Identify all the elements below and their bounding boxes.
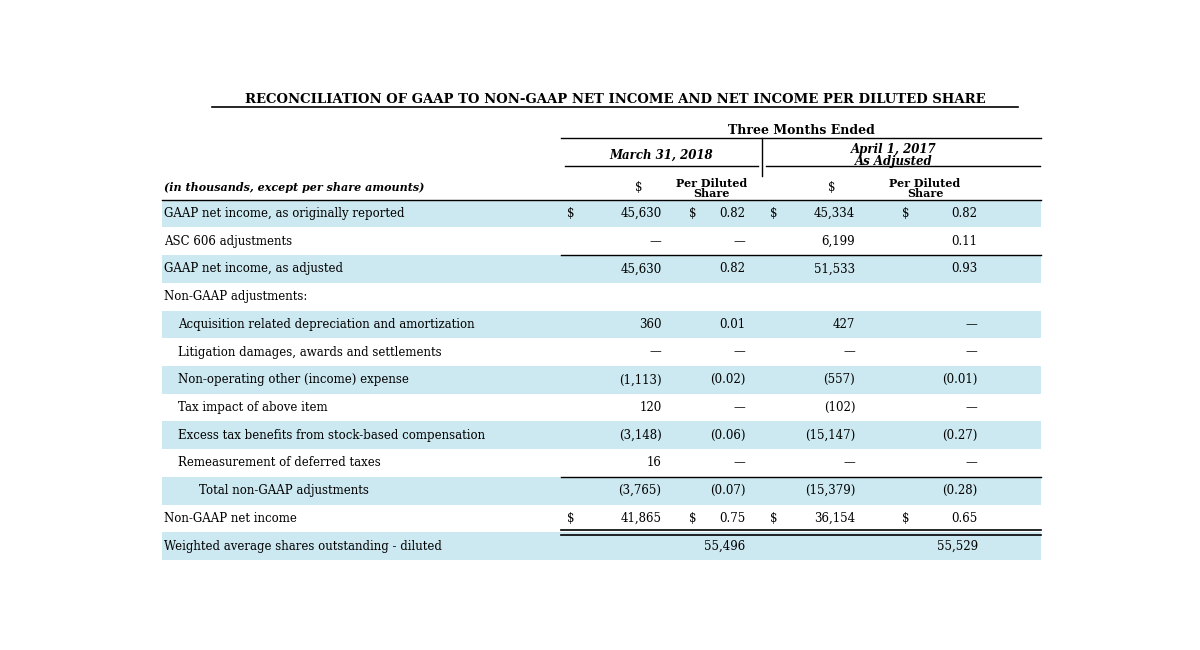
Text: $: $ <box>901 207 910 220</box>
Text: 360: 360 <box>640 318 661 331</box>
Text: GAAP net income, as originally reported: GAAP net income, as originally reported <box>164 207 404 220</box>
Text: 45,630: 45,630 <box>620 263 661 276</box>
Text: —: — <box>733 456 745 469</box>
Text: $: $ <box>566 512 575 525</box>
Text: Weighted average shares outstanding - diluted: Weighted average shares outstanding - di… <box>164 540 442 552</box>
Text: 41,865: 41,865 <box>620 512 661 525</box>
Text: 427: 427 <box>833 318 856 331</box>
Bar <box>162 200 1042 227</box>
Text: Litigation damages, awards and settlements: Litigation damages, awards and settlemen… <box>178 346 442 359</box>
Text: Tax impact of above item: Tax impact of above item <box>178 401 328 414</box>
Bar <box>162 421 1042 449</box>
Text: —: — <box>966 456 978 469</box>
Text: 55,529: 55,529 <box>936 540 978 552</box>
Text: Per Diluted: Per Diluted <box>677 178 748 189</box>
Text: —: — <box>966 401 978 414</box>
Text: —: — <box>733 401 745 414</box>
Text: $: $ <box>770 512 778 525</box>
Text: —: — <box>733 346 745 359</box>
Bar <box>162 338 1042 366</box>
Bar <box>162 366 1042 394</box>
Bar <box>162 394 1042 421</box>
Text: (15,147): (15,147) <box>805 429 856 442</box>
Text: 45,630: 45,630 <box>620 207 661 220</box>
Text: (3,765): (3,765) <box>618 484 661 497</box>
Text: (1,113): (1,113) <box>619 373 661 386</box>
Text: Non-GAAP net income: Non-GAAP net income <box>164 512 296 525</box>
Text: April 1, 2017: April 1, 2017 <box>851 143 937 156</box>
Bar <box>162 311 1042 338</box>
Text: (0.07): (0.07) <box>709 484 745 497</box>
Text: —: — <box>966 346 978 359</box>
Text: Acquisition related depreciation and amortization: Acquisition related depreciation and amo… <box>178 318 474 331</box>
Text: Per Diluted: Per Diluted <box>889 178 961 189</box>
Text: Remeasurement of deferred taxes: Remeasurement of deferred taxes <box>178 456 380 469</box>
Bar <box>162 504 1042 532</box>
Text: GAAP net income, as adjusted: GAAP net income, as adjusted <box>164 263 343 276</box>
Text: Three Months Ended: Three Months Ended <box>727 124 875 137</box>
Bar <box>162 532 1042 560</box>
Text: Non-GAAP adjustments:: Non-GAAP adjustments: <box>164 290 307 303</box>
Text: (0.28): (0.28) <box>942 484 978 497</box>
Bar <box>162 449 1042 477</box>
Text: 55,496: 55,496 <box>704 540 745 552</box>
Bar <box>162 227 1042 255</box>
Text: 0.11: 0.11 <box>952 235 978 248</box>
Text: $: $ <box>770 207 778 220</box>
Text: —: — <box>649 235 661 248</box>
Text: 120: 120 <box>640 401 661 414</box>
Text: Share: Share <box>694 188 730 200</box>
Text: (3,148): (3,148) <box>619 429 661 442</box>
Text: 0.82: 0.82 <box>719 263 745 276</box>
Text: —: — <box>649 346 661 359</box>
Text: RECONCILIATION OF GAAP TO NON-GAAP NET INCOME AND NET INCOME PER DILUTED SHARE: RECONCILIATION OF GAAP TO NON-GAAP NET I… <box>245 93 985 106</box>
Text: 16: 16 <box>647 456 661 469</box>
Text: $: $ <box>828 181 835 194</box>
Text: (0.27): (0.27) <box>942 429 978 442</box>
Text: $: $ <box>901 512 910 525</box>
Text: $: $ <box>566 207 575 220</box>
Text: 51,533: 51,533 <box>814 263 856 276</box>
Text: $: $ <box>635 181 642 194</box>
Text: —: — <box>844 346 856 359</box>
Text: Non-operating other (income) expense: Non-operating other (income) expense <box>178 373 409 386</box>
Text: $: $ <box>689 207 696 220</box>
Text: 6,199: 6,199 <box>822 235 856 248</box>
Bar <box>162 283 1042 311</box>
Text: (102): (102) <box>823 401 856 414</box>
Text: 36,154: 36,154 <box>814 512 856 525</box>
Text: —: — <box>733 235 745 248</box>
Text: 45,334: 45,334 <box>814 207 856 220</box>
Text: 0.93: 0.93 <box>952 263 978 276</box>
Text: (0.06): (0.06) <box>709 429 745 442</box>
Text: $: $ <box>689 512 696 525</box>
Bar <box>162 477 1042 504</box>
Bar <box>162 255 1042 283</box>
Text: (0.01): (0.01) <box>942 373 978 386</box>
Text: (557): (557) <box>823 373 856 386</box>
Text: —: — <box>966 318 978 331</box>
Text: 0.65: 0.65 <box>952 512 978 525</box>
Text: (15,379): (15,379) <box>805 484 856 497</box>
Text: Total non-GAAP adjustments: Total non-GAAP adjustments <box>199 484 368 497</box>
Text: (in thousands, except per share amounts): (in thousands, except per share amounts) <box>164 182 425 193</box>
Text: ASC 606 adjustments: ASC 606 adjustments <box>164 235 292 248</box>
Text: As Adjusted: As Adjusted <box>856 155 932 168</box>
Text: Share: Share <box>907 188 943 200</box>
Text: 0.82: 0.82 <box>719 207 745 220</box>
Text: 0.75: 0.75 <box>719 512 745 525</box>
Text: (0.02): (0.02) <box>710 373 745 386</box>
Text: March 31, 2018: March 31, 2018 <box>610 148 713 161</box>
Text: —: — <box>844 456 856 469</box>
Text: Excess tax benefits from stock-based compensation: Excess tax benefits from stock-based com… <box>178 429 485 442</box>
Text: 0.01: 0.01 <box>719 318 745 331</box>
Text: 0.82: 0.82 <box>952 207 978 220</box>
